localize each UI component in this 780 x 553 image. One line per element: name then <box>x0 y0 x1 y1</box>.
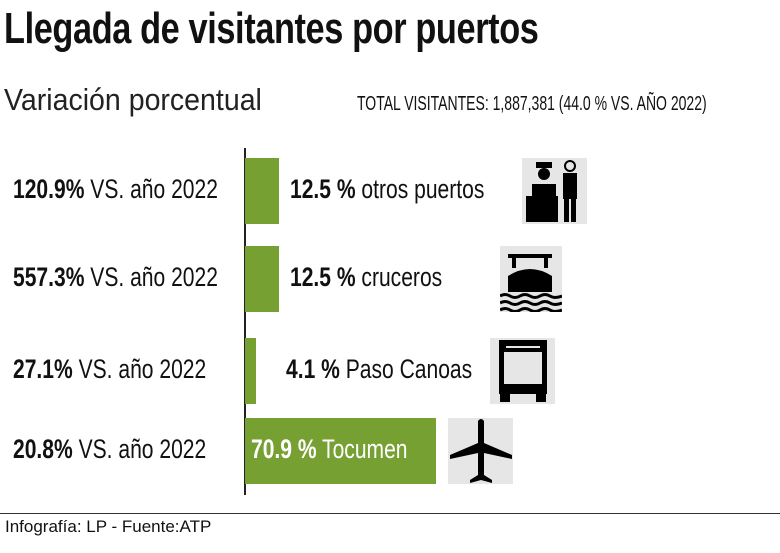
variation-value: 557.3% <box>13 262 85 292</box>
bar-cruceros <box>245 246 279 312</box>
total-text: TOTAL VISITANTES: 1,887,381 (44.0 % VS. … <box>357 93 707 115</box>
variation-value: 120.9% <box>13 174 85 204</box>
bar-otros-puertos <box>245 158 279 224</box>
category-name: otros puertos <box>361 174 485 204</box>
bar-label: 4.1 % Paso Canoas <box>286 354 525 385</box>
bar-paso-canoas <box>245 338 257 404</box>
chart-title: Llegada de visitantes por puertos <box>4 4 689 54</box>
airplane-icon <box>448 418 513 484</box>
chart-subtitle: Variación porcentual <box>4 82 284 118</box>
axis-line <box>244 148 246 495</box>
category-name: Tocumen <box>322 434 408 464</box>
footer-divider <box>0 513 780 514</box>
footer-credit: Infografía: LP - Fuente:ATP <box>5 517 212 536</box>
variation-label: 20.8% VS. año 2022 <box>13 434 261 465</box>
category-name: cruceros <box>361 262 443 292</box>
variation-label: 557.3% VS. año 2022 <box>13 262 276 293</box>
officer-icon <box>522 158 587 224</box>
variation-value: 27.1% <box>13 354 73 384</box>
bar-label: 12.5 % cruceros <box>290 262 485 293</box>
bar-value: 70.9 % <box>251 434 317 464</box>
bar-label: 12.5 % otros puertos <box>290 174 539 205</box>
bar-value: 4.1 % <box>286 354 340 384</box>
category-name: Paso Canoas <box>345 354 473 384</box>
bar-value: 12.5 % <box>290 174 356 204</box>
variation-label: 120.9% VS. año 2022 <box>13 174 276 205</box>
variation-suffix: VS. año 2022 <box>72 434 207 464</box>
bar-value: 12.5 % <box>290 262 356 292</box>
bus-icon <box>490 338 555 404</box>
total-visitors: TOTAL VISITANTES: 1,887,381 (44.0 % VS. … <box>357 93 780 116</box>
bar-tocumen <box>245 418 436 484</box>
subtitle-text: Variación porcentual <box>4 82 262 117</box>
variation-label: 27.1% VS. año 2022 <box>13 354 261 385</box>
variation-value: 20.8% <box>13 434 73 464</box>
title-text: Llegada de visitantes por puertos <box>4 4 539 53</box>
variation-suffix: VS. año 2022 <box>84 174 218 204</box>
variation-suffix: VS. año 2022 <box>72 354 207 384</box>
variation-suffix: VS. año 2022 <box>84 262 218 292</box>
bar-label: 70.9 % Tocumen <box>251 434 452 465</box>
ship-icon <box>499 246 563 313</box>
